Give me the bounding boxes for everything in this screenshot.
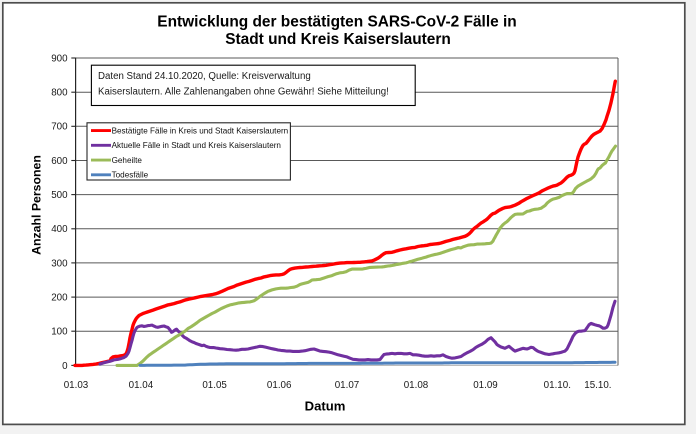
svg-text:Entwicklung der bestätigten SA: Entwicklung der bestätigten SARS-CoV-2 F… [157,14,516,31]
svg-text:600: 600 [51,156,68,167]
svg-text:Geheilte: Geheilte [112,156,143,165]
svg-text:01.03: 01.03 [64,380,89,391]
svg-text:Todesfälle: Todesfälle [112,171,149,180]
svg-text:800: 800 [51,88,68,99]
svg-text:Datum: Datum [305,399,346,414]
svg-text:01.10.: 01.10. [544,380,571,391]
svg-text:01.08: 01.08 [404,380,429,391]
svg-text:Aktuelle Fälle in Stadt und Kr: Aktuelle Fälle in Stadt und Kreis Kaiser… [112,141,281,150]
svg-text:01.05: 01.05 [202,380,227,391]
svg-text:500: 500 [51,190,68,201]
svg-text:01.04: 01.04 [129,380,154,391]
svg-text:01.07: 01.07 [335,380,360,391]
svg-text:15.10.: 15.10. [584,380,611,391]
svg-text:Stadt und Kreis Kaiserslautern: Stadt und Kreis Kaiserslautern [225,31,451,48]
svg-text:300: 300 [51,258,68,269]
svg-text:Bestätigte Fälle in Kreis und: Bestätigte Fälle in Kreis und Stadt Kais… [112,127,289,136]
svg-text:0: 0 [62,361,68,372]
svg-text:Daten Stand 24.10.2020, Quelle: Daten Stand 24.10.2020, Quelle: Kreisver… [98,71,311,82]
svg-text:400: 400 [51,224,68,235]
svg-text:Anzahl Personen: Anzahl Personen [30,155,44,255]
svg-text:Kaiserslautern. Alle Zahlenang: Kaiserslautern. Alle Zahlenangaben ohne … [98,87,389,98]
svg-text:700: 700 [51,122,68,133]
svg-text:01.06: 01.06 [267,380,292,391]
svg-text:900: 900 [51,53,68,64]
svg-text:100: 100 [51,327,68,338]
svg-text:200: 200 [51,293,68,304]
svg-text:01.09: 01.09 [473,380,498,391]
